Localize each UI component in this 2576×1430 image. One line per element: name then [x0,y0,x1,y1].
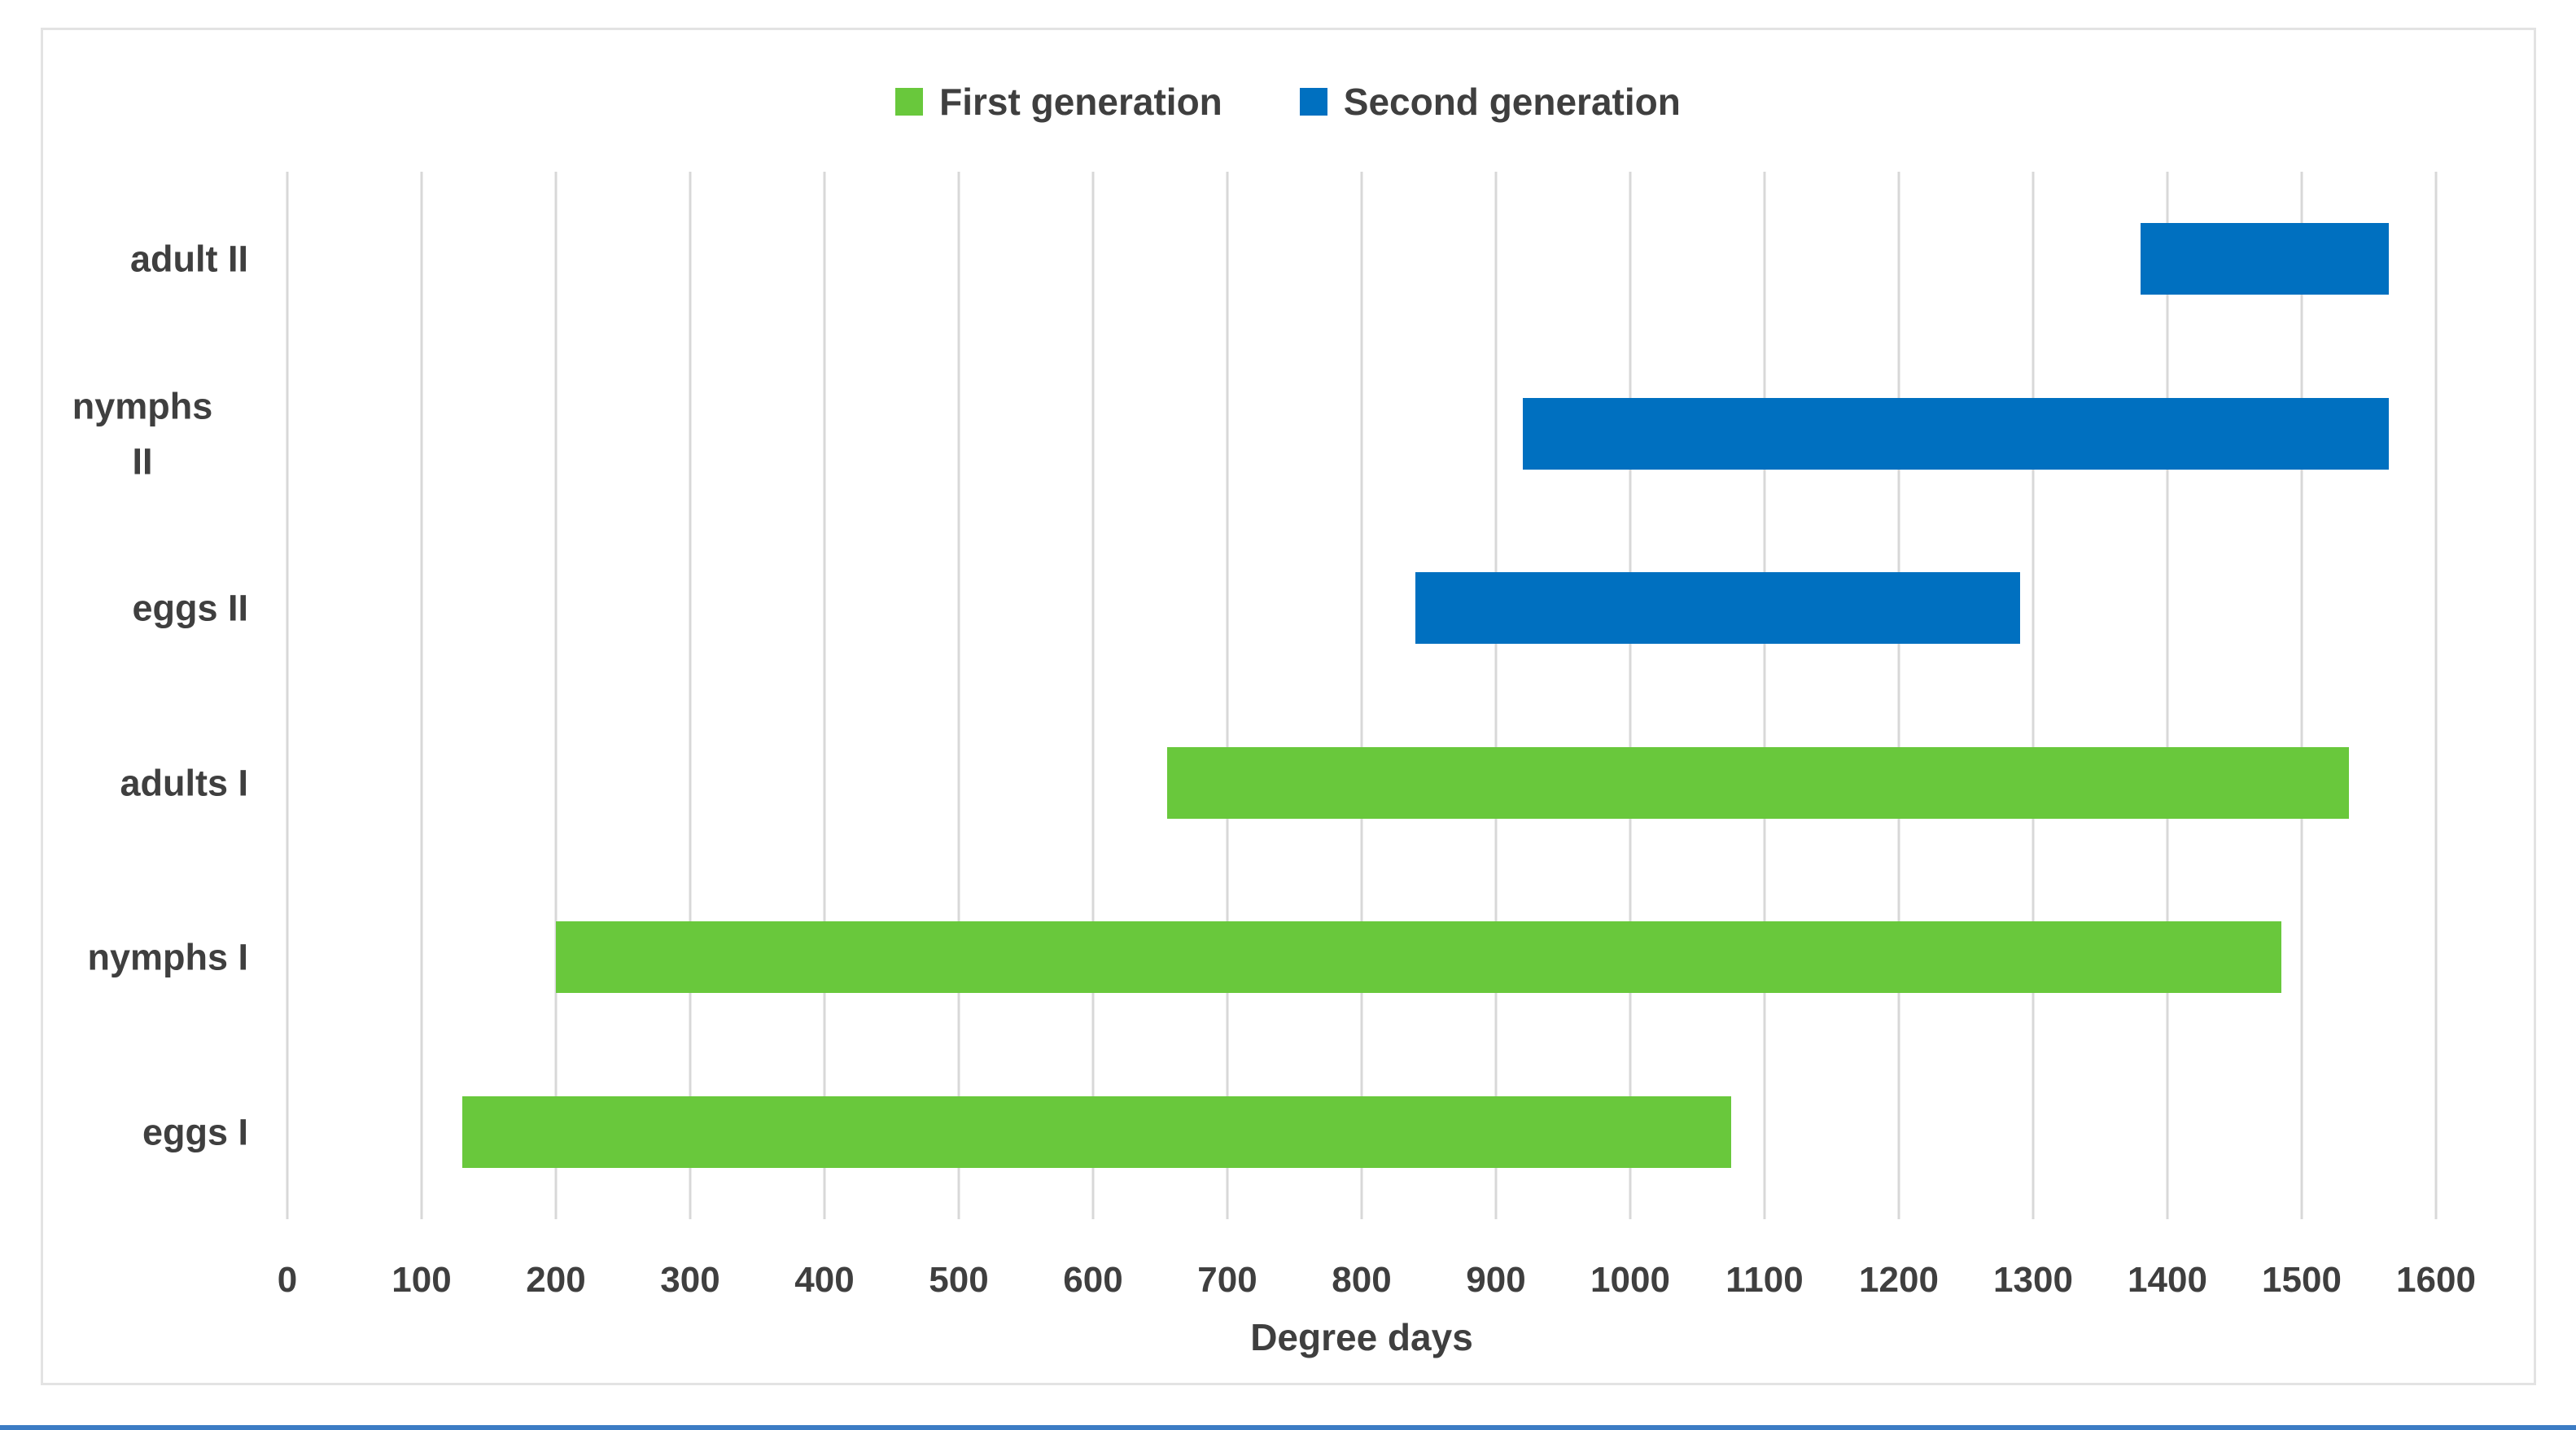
legend-item-second-generation: Second generation [1299,80,1681,124]
gridline-900 [1494,172,1498,1219]
gridline-700 [1226,172,1229,1219]
x-tick-label-900: 900 [1466,1260,1526,1300]
plot-area [286,172,2438,1219]
y-axis-label-adult-ii: adult II [130,238,248,280]
gridline-1100 [1763,172,1766,1219]
x-tick-label-300: 300 [660,1260,720,1300]
x-tick-label-1100: 1100 [1725,1260,1804,1300]
bottom-blue-rule [0,1425,2576,1430]
gridline-0 [286,172,289,1219]
bar-eggs-i [461,1096,1731,1168]
gridline-1200 [1897,172,1900,1219]
y-axis-label-eggs-i: eggs I [142,1111,248,1153]
legend-label-first-generation: First generation [939,81,1222,123]
x-tick-label-1600: 1600 [2396,1260,2476,1300]
x-tick-label-1300: 1300 [1993,1260,2073,1300]
x-axis-tick-labels: 0 100 200 300 400 500 600 700 800 900 1000 1100 1200… [278,1260,2476,1309]
gridline-1300 [2031,172,2035,1219]
legend-swatch-first-generation-icon [895,88,924,116]
y-axis-label-adults-i: adults I [120,762,248,804]
bar-adults-i [1166,747,2349,819]
y-axis-label-nymphs-ii: nymphs II [72,385,213,483]
x-tick-label-200: 200 [526,1260,586,1300]
x-tick-label-600: 600 [1063,1260,1123,1300]
gridline-800 [1360,172,1363,1219]
gridline-1500 [2300,172,2303,1219]
x-tick-label-800: 800 [1332,1260,1392,1300]
bar-adult-ii [2141,223,2390,295]
gridline-600 [1091,172,1095,1219]
y-axis-category-labels: adult II nymphs II eggs II adults I nymphs I… [0,0,260,1430]
legend-swatch-second-generation-icon [1299,88,1327,116]
gridline-200 [554,172,558,1219]
gridline-1600 [2434,172,2438,1219]
gridline-1400 [2166,172,2169,1219]
gridline-1000 [1629,172,1632,1219]
legend-item-first-generation: First generation [895,80,1222,124]
gridline-400 [823,172,826,1219]
y-axis-label-nymphs-i: nymphs I [87,936,248,978]
x-tick-label-0: 0 [277,1260,298,1300]
x-tick-label-1400: 1400 [2128,1260,2207,1300]
x-tick-label-1000: 1000 [1590,1260,1670,1300]
x-tick-label-500: 500 [929,1260,989,1300]
x-axis-title: Degree days [1250,1316,1473,1358]
gridline-300 [689,172,692,1219]
gridline-100 [420,172,423,1219]
bar-nymphs-i [556,921,2282,993]
bar-eggs-ii [1415,572,2020,644]
x-tick-label-700: 700 [1197,1260,1257,1300]
legend: First generation Second generation [0,80,2576,124]
x-tick-label-100: 100 [391,1260,452,1300]
chart-outer-border [41,28,2536,1385]
x-tick-label-1200: 1200 [1859,1260,1939,1300]
bar-nymphs-ii [1523,398,2390,470]
y-axis-label-eggs-ii: eggs II [132,587,248,629]
gridline-500 [957,172,960,1219]
x-tick-label-400: 400 [794,1260,855,1300]
legend-label-second-generation: Second generation [1343,81,1681,123]
x-tick-label-1500: 1500 [2262,1260,2342,1300]
